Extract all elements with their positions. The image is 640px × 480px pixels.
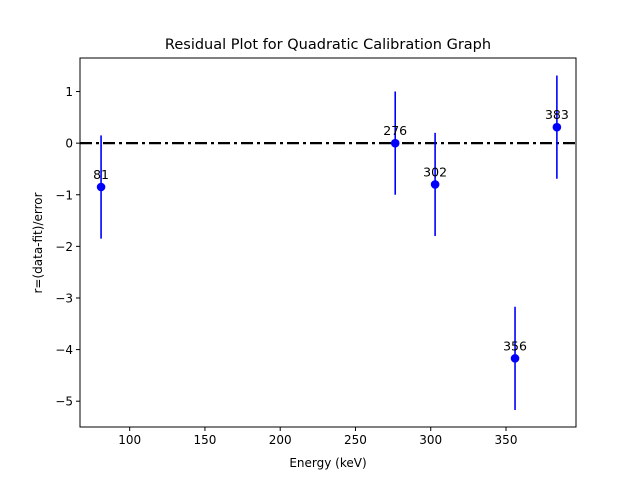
y-tick-label: −2 (55, 240, 73, 254)
axes-layer: 100 150 200 250 300 350 1 0 −1 −2 −3 −4 −5 (55, 57, 577, 447)
data-label: 356 (503, 338, 527, 353)
y-tick-label: −3 (55, 291, 73, 305)
y-tick-label: −1 (55, 188, 73, 202)
x-tick-label: 100 (118, 433, 141, 447)
x-tick-label: 250 (344, 433, 367, 447)
data-point (510, 354, 520, 363)
data-point (390, 138, 400, 148)
x-axis-label: Energy (keV) (289, 456, 366, 470)
y-axis-label: r=(data-fit)/error (31, 192, 45, 293)
data-label: 302 (423, 164, 447, 179)
x-tick-label: 150 (193, 433, 216, 447)
x-tick-label: 200 (269, 433, 292, 447)
data-point (430, 180, 440, 189)
plot-frame (79, 57, 577, 428)
data-label: 81 (93, 167, 109, 182)
y-tick-label: 0 (65, 137, 73, 151)
y-tick-label: −5 (55, 395, 73, 409)
y-tick-label: 1 (65, 85, 73, 99)
x-tick-label: 350 (495, 433, 518, 447)
y-tick-label: −4 (55, 343, 73, 357)
data-label: 383 (545, 107, 569, 122)
chart-title: Residual Plot for Quadratic Calibration … (165, 37, 491, 53)
x-tick-label: 300 (419, 433, 442, 447)
data-point (96, 182, 106, 192)
data-label: 276 (383, 123, 407, 138)
data-point (552, 122, 562, 132)
data-layer: 81 276 302 356 383 (93, 75, 569, 410)
